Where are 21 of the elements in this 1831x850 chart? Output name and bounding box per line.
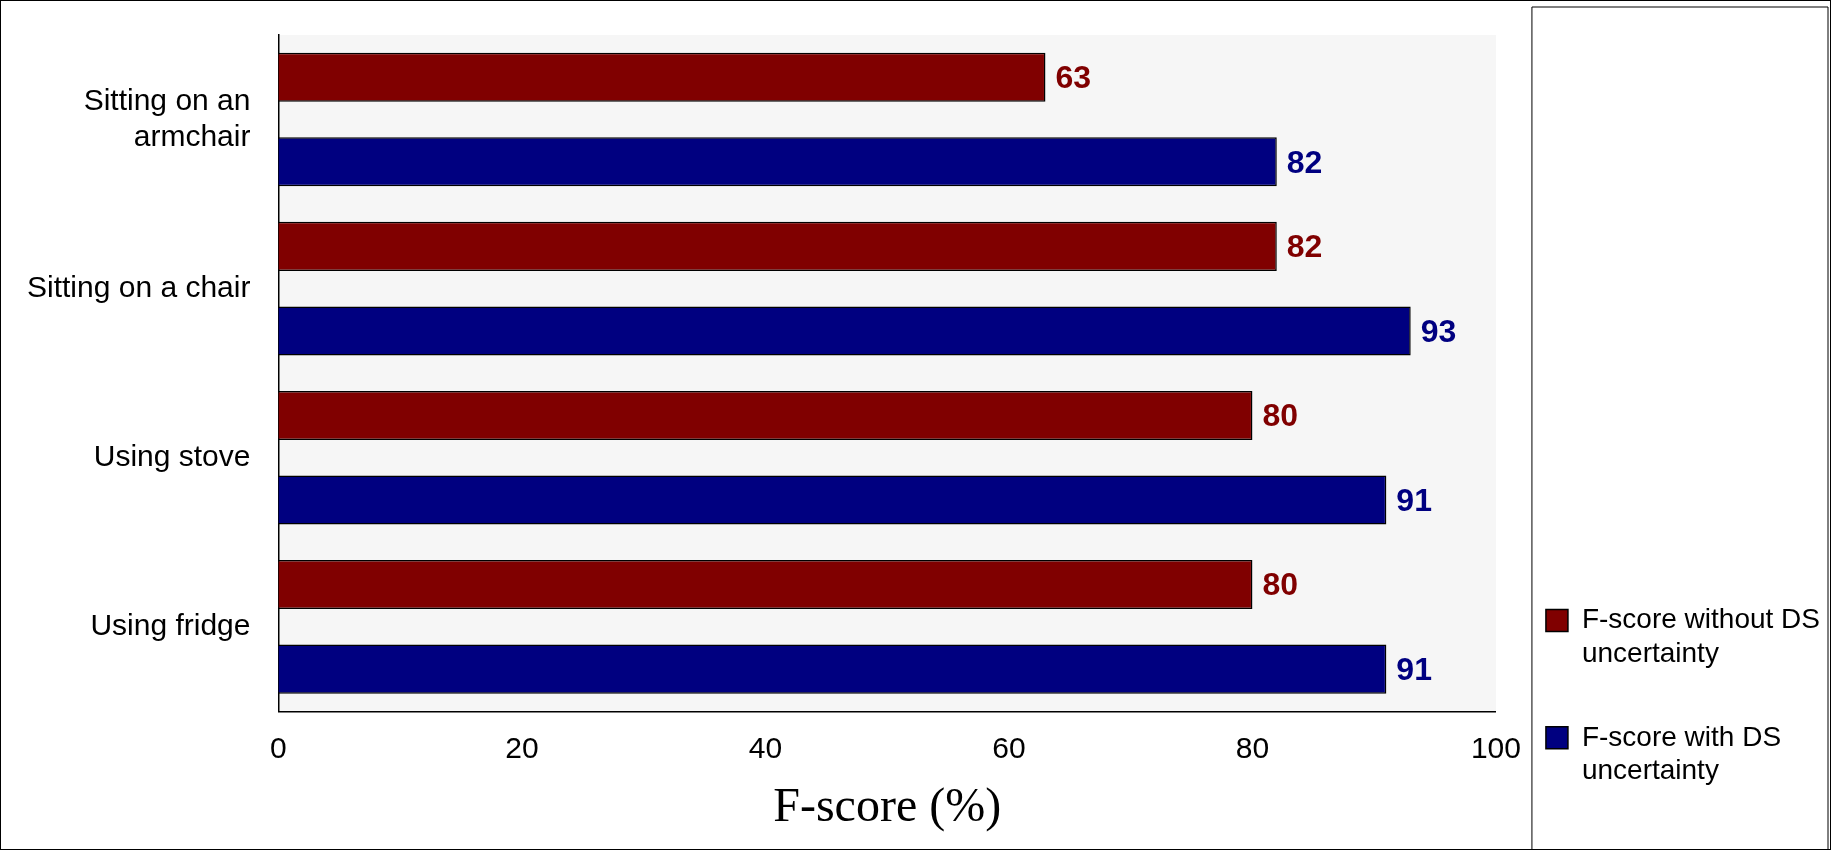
y-tick-label: Sitting on an armchair — [83, 82, 251, 152]
y-tick-label: Using stove — [93, 439, 251, 473]
data-label: 63 — [1055, 59, 1092, 96]
y-tick-label: Using fridge — [90, 608, 251, 642]
data-label: 91 — [1396, 650, 1432, 687]
x-tick-label: 0 — [270, 730, 287, 764]
x-tick-label: 40 — [748, 730, 783, 764]
x-tick-label: 100 — [1470, 730, 1521, 764]
data-label: 93 — [1420, 312, 1457, 349]
data-label: 82 — [1286, 228, 1323, 265]
x-tick-label: 80 — [1235, 730, 1270, 764]
x-tick-label: 60 — [992, 730, 1026, 764]
data-label: 82 — [1286, 143, 1323, 180]
x-tick-label: 20 — [505, 730, 539, 764]
data-label: 80 — [1262, 566, 1299, 603]
y-tick-label: Sitting on a chair — [26, 269, 251, 303]
x-axis-title: F-score (%) — [773, 777, 1002, 832]
data-label: 80 — [1262, 397, 1299, 434]
legend-label: F-score without DS uncertainty — [1581, 603, 1821, 668]
data-label: 91 — [1396, 481, 1432, 518]
legend-label: F-score with DS uncertainty — [1581, 720, 1782, 786]
